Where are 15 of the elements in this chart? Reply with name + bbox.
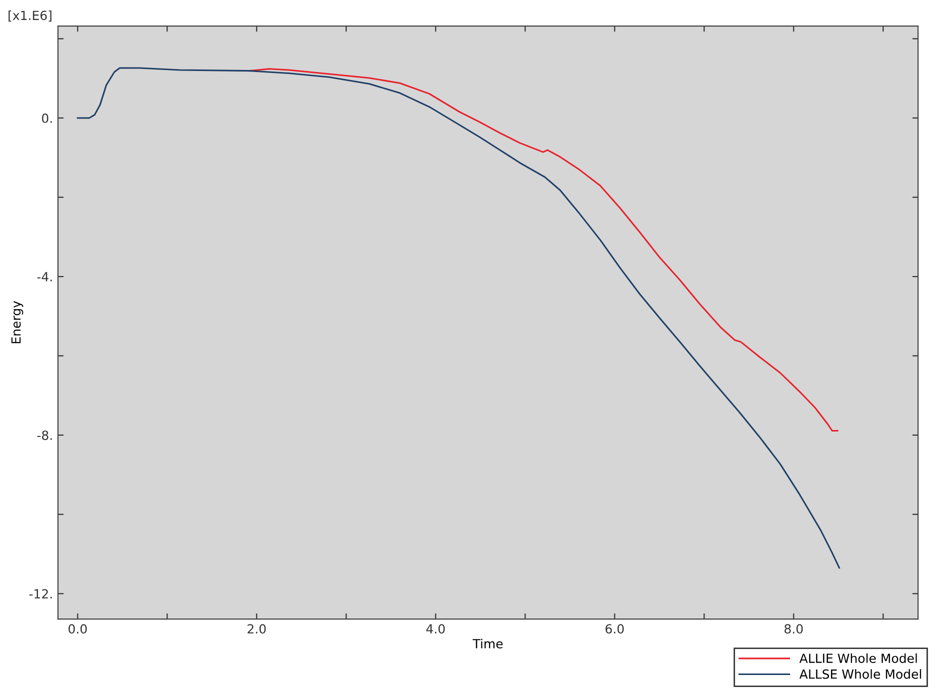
y-axis-title: Energy [11,301,24,344]
line-series [76,67,840,569]
x-tick-label: 6.0 [606,624,624,634]
x-axis-title: Time [472,638,503,648]
x-tick-label: 2.0 [248,624,266,634]
x-tick-label: 8.0 [784,624,803,634]
legend-label: ALLIE Whole Model [799,653,917,663]
y-tick-label: -12. [29,589,52,598]
x-tick-label: 0.0 [68,624,87,634]
text: [x1.E6] [8,10,52,22]
y-tick-label: -8. [37,430,52,440]
y-tick-label: 0. [42,113,52,123]
y-tick-label: -4. [37,272,52,282]
x-tick-label: 4.0 [426,624,445,634]
legend-label: ALLSE Whole Model [799,669,922,679]
